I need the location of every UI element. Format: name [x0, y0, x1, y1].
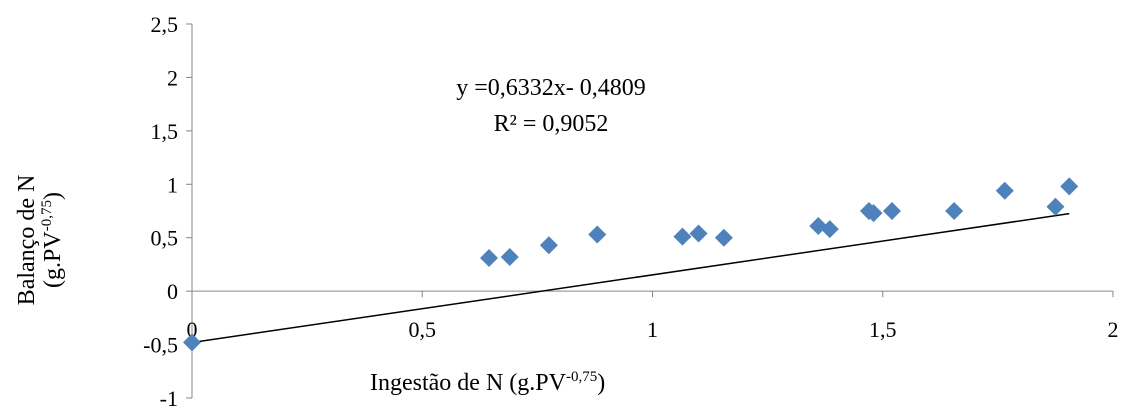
data-point	[864, 204, 883, 223]
y-tick-label: 1	[167, 172, 178, 197]
data-point	[820, 220, 839, 239]
data-point	[689, 224, 708, 243]
y-tick-label: 2,5	[151, 12, 179, 37]
y-tick-label: 2	[167, 65, 178, 90]
y-tick-label: 0,5	[151, 226, 179, 251]
y-axis-title-line2: (g.PV-0,75)	[39, 192, 66, 288]
data-point	[1060, 177, 1079, 196]
data-point	[480, 249, 499, 268]
data-point	[882, 202, 901, 220]
x-tick-label: 2	[1108, 317, 1119, 342]
y-axis-title-main: (g.PV	[40, 231, 66, 288]
x-tick-label: 0,5	[409, 317, 437, 342]
y-tick-label: -1	[160, 386, 178, 409]
x-axis-title: Ingestão de N (g.PV-0,75)	[370, 369, 605, 396]
y-axis-title-close: )	[40, 192, 66, 200]
y-tick-label: -0,5	[143, 333, 178, 358]
axes	[186, 23, 1114, 399]
trendline-equation: y =0,6332x- 0,4809	[456, 75, 646, 101]
data-point	[1046, 197, 1065, 216]
tick-labels: -1 -0,5 0 0,5 1 1,5 2 2,5 0 0,5 1 1,5 2	[143, 12, 1119, 411]
y-axis-title-sup: -0,75	[39, 200, 55, 231]
data-point	[500, 247, 519, 266]
x-tick-label: 0	[187, 317, 198, 342]
data-point	[714, 228, 733, 247]
y-axis-title-line1: Balanço de N	[14, 175, 40, 306]
data-point	[673, 227, 692, 246]
data-point	[995, 181, 1014, 200]
data-point	[183, 333, 201, 352]
data-points	[183, 177, 1079, 352]
data-point	[539, 236, 558, 255]
data-point	[588, 225, 607, 244]
trendline-group	[191, 212, 1070, 344]
y-tick-label: 0	[167, 279, 178, 304]
x-tick-label: 1,5	[869, 317, 897, 342]
trendline	[191, 212, 1070, 344]
x-axis-title-sup: -0,75	[566, 369, 597, 385]
x-tick-label: 1	[647, 317, 658, 342]
x-axis-title-close: )	[597, 370, 605, 396]
r-squared-label: R² = 0,9052	[494, 111, 609, 137]
x-axis-title-main: Ingestão de N (g.PV	[370, 370, 567, 396]
data-point	[945, 202, 964, 220]
y-tick-label: 1,5	[151, 119, 179, 144]
